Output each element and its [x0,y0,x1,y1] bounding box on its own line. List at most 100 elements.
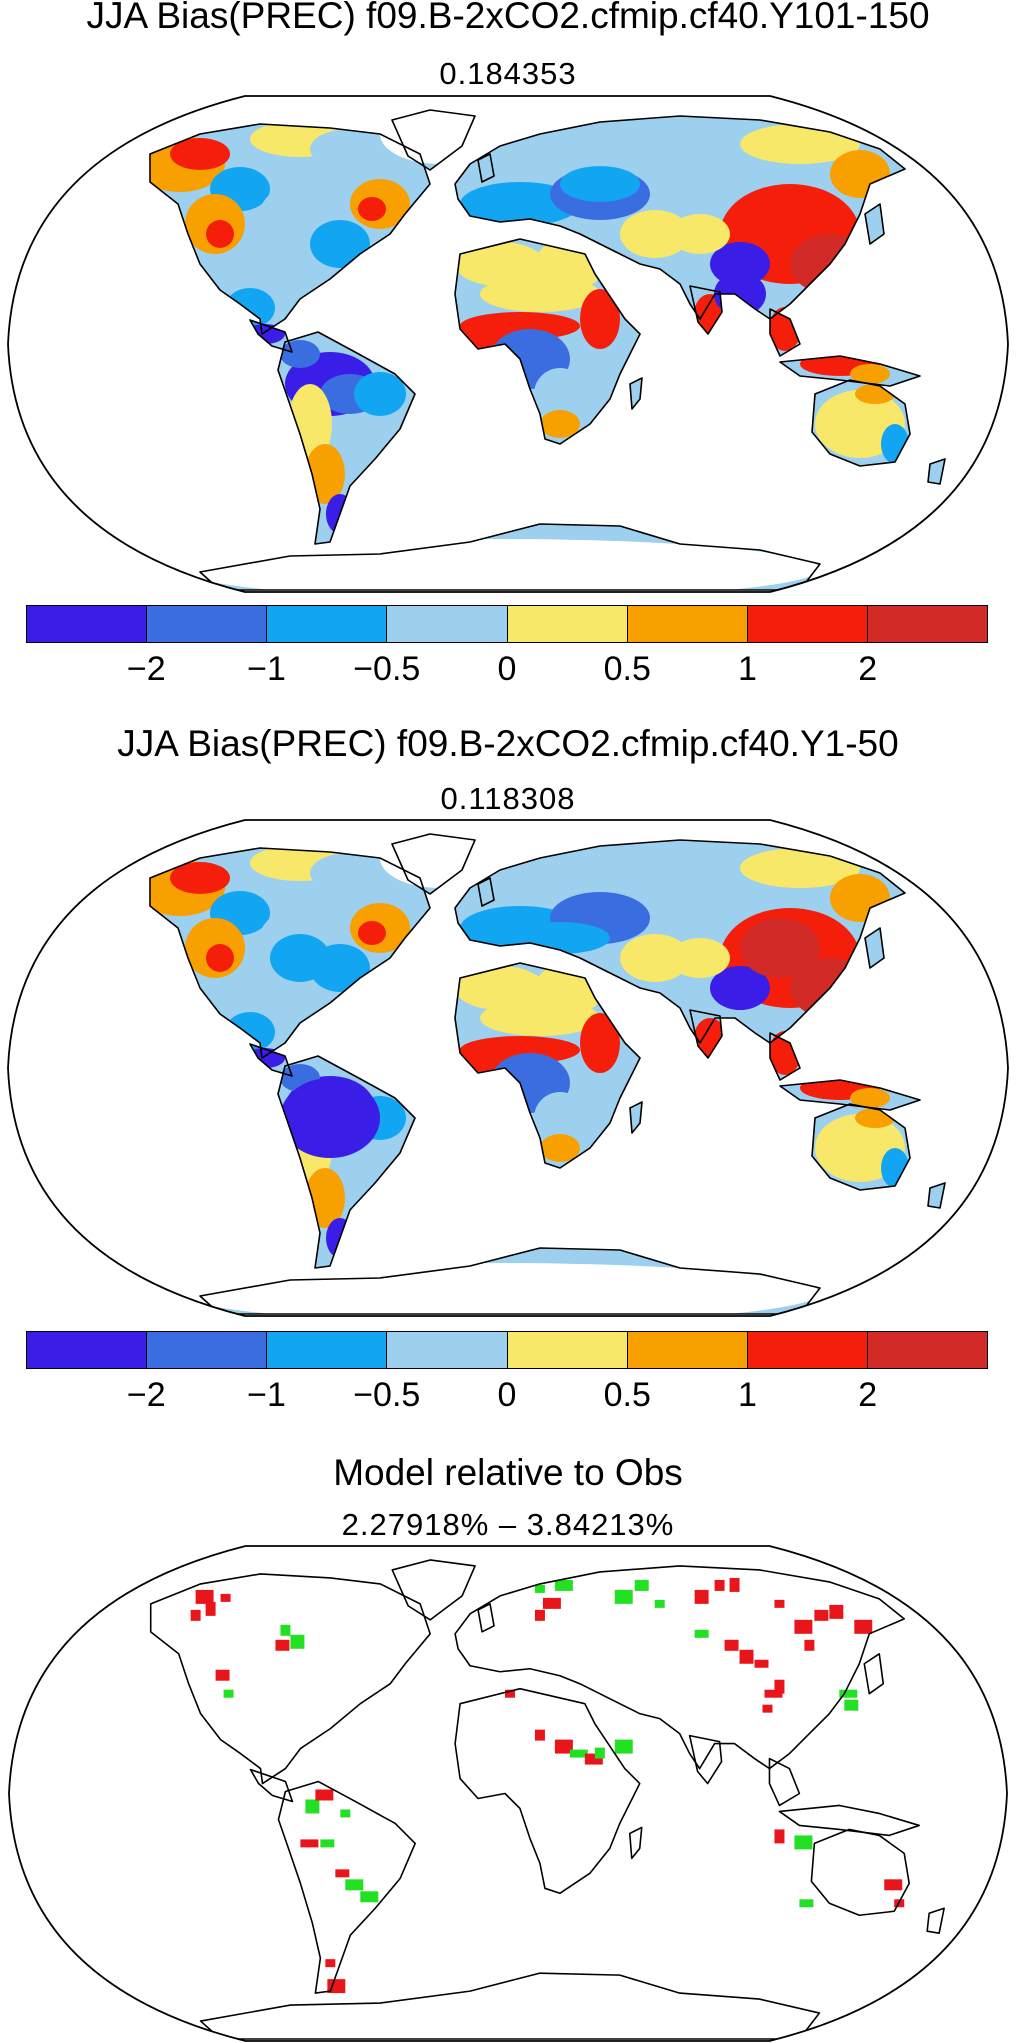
bias-patch [460,1036,580,1064]
difference-cell [569,1749,588,1758]
land-region-japan [865,204,884,244]
coastlines [149,1559,945,2040]
difference-cell [215,1669,230,1681]
colorbar-swatch [27,1332,148,1368]
bias-patch [540,410,580,438]
map-field [150,110,945,590]
panel2-colorbar [26,1331,988,1369]
difference-cell [554,1739,573,1754]
colorbar-tick-label: 2 [858,1376,878,1414]
coastline-britain [477,153,495,183]
colorbar-swatch [147,1332,268,1368]
bias-patch [834,1012,866,1044]
coastline-southAmerica [277,331,416,545]
bias-patch [310,129,390,169]
difference-cell [505,1689,515,1698]
colorbar-tick-label: 0.5 [603,1376,651,1414]
bias-patch [225,1012,275,1052]
bias-patch [310,220,370,268]
difference-cell [884,1879,903,1891]
colorbar-swatch [867,1332,987,1368]
difference-cell [340,1809,351,1818]
difference-cell [764,1689,783,1698]
bias-patch [225,248,295,300]
bias-patch [206,944,234,972]
difference-cell [290,1634,305,1649]
difference-cell [320,1839,335,1848]
colorbar-swatch [867,606,987,642]
difference-cell [195,1589,214,1604]
bias-patch [740,918,820,978]
bias-patch [460,312,580,340]
map-field [150,834,945,1314]
coastline-japan [864,203,885,245]
coastline-newZealand [927,1182,946,1209]
bias-patch [830,150,890,198]
colorbar-swatch [387,1332,508,1368]
difference-cell [223,1689,234,1698]
bias-patch [710,242,770,286]
bias-patch [358,921,386,945]
bias-patch [310,853,390,893]
difference-cell [534,1584,545,1593]
coastline-eurasia [454,115,906,320]
coastline-indonesia [779,1079,921,1111]
bias-patch [620,934,690,982]
colorbar-tick-label: 0.5 [603,650,651,688]
bias-patch [740,124,860,164]
difference-cell [799,1899,814,1908]
colorbar-tick-label: −0.5 [353,650,421,688]
coastline-antarctica [199,523,821,591]
bias-patch [354,372,406,416]
panel2-title: JJA Bias(PREC) f09.B-2xCO2.cfmip.cf40.Y1… [117,723,899,764]
bias-patch [855,1108,895,1128]
difference-cell [327,1979,346,1994]
colorbar-tick-label: −2 [126,1376,166,1414]
panel1-title: JJA Bias(PREC) f09.B-2xCO2.cfmip.cf40.Y1… [86,0,930,36]
bias-patch [855,384,895,404]
colorbar-tick-label: −2 [126,650,166,688]
coastline-greenland [391,833,476,895]
difference-cell [305,1799,320,1814]
bias-patch [620,210,690,258]
colorbar-tick-label: 1 [738,1376,757,1414]
colorbar-swatch [267,606,388,642]
coastline-newZealand [926,1907,945,1935]
difference-cell [614,1739,633,1754]
land-region-britain [478,878,494,906]
difference-cell [694,1629,709,1638]
coastlines [149,833,946,1315]
difference-cell [829,1604,844,1619]
difference-cell [220,1593,231,1602]
coastline-japan [864,927,885,969]
difference-cell [724,1639,739,1651]
difference-cell [729,1577,740,1592]
coastline-seAsia [768,1757,801,1807]
panel1-colorbar-ticks: −2 −1 −0.5 0 0.5 1 2 [0,649,1016,689]
coastline-japan [863,1652,885,1695]
bias-patch [240,384,260,404]
coastline-centralAmerica [249,1043,293,1077]
difference-cell [839,1689,858,1698]
bias-patch [480,276,600,312]
coastline-greenland [391,1559,476,1621]
colorbar-tick-label: −0.5 [353,1376,421,1414]
bias-patch [630,848,770,908]
difference-cell [542,1597,561,1609]
coastlines [149,109,946,591]
bias-patch [630,124,770,184]
coastline-india [689,1009,723,1059]
difference-cell [205,1601,216,1616]
difference-cell [654,1599,665,1608]
difference-cell [844,1699,859,1711]
bias-patch [170,862,230,894]
panel2-subtitle: 0.118308 [440,781,576,816]
difference-cell [360,1891,379,1903]
difference-cell [275,1639,290,1651]
difference-cell [584,1753,603,1765]
difference-cell [594,1747,605,1759]
panel2-map [7,819,1009,1317]
bias-patch [206,220,234,248]
map-frame [7,95,1009,593]
bias-patch [480,1000,600,1036]
